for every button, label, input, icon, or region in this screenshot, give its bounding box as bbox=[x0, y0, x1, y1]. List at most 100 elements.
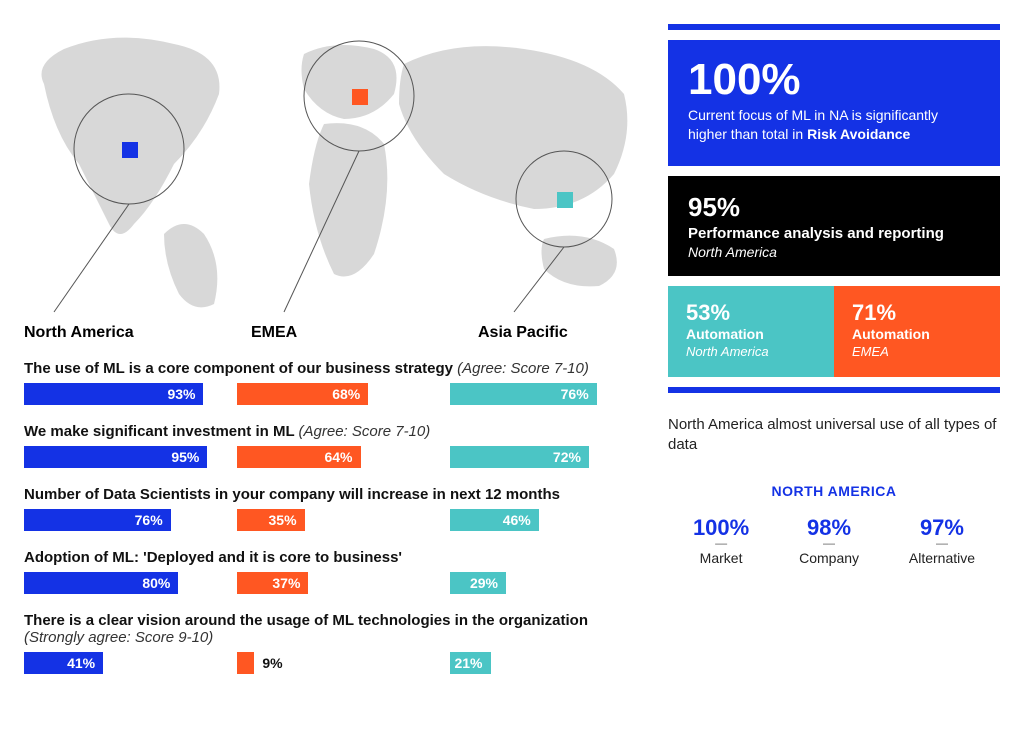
na-stat-label: Alternative bbox=[909, 550, 975, 566]
bar-value-label: 64% bbox=[324, 449, 352, 465]
bar-value-label: 72% bbox=[553, 449, 581, 465]
bar-section-1: We make significant investment in ML (Ag… bbox=[24, 423, 644, 468]
panel-split-left-pct: 53% bbox=[686, 300, 816, 326]
bar-fill-ap: 29% bbox=[450, 572, 506, 594]
bar-fill-na: 93% bbox=[24, 383, 203, 405]
bar-row: 41% 9% 21% bbox=[24, 652, 644, 674]
na-stat-0: 100%—Market bbox=[693, 515, 749, 566]
panel-100pct-value: 100% bbox=[688, 58, 980, 102]
bar-row: 80% 37% 29% bbox=[24, 572, 644, 594]
world-map bbox=[24, 24, 644, 314]
bar-title: There is a clear vision around the usage… bbox=[24, 612, 644, 646]
panel-split: 53% Automation North America 71% Automat… bbox=[668, 286, 1000, 377]
bar-fill-ap: 46% bbox=[450, 509, 539, 531]
region-marker-emea bbox=[352, 89, 368, 105]
bar-value-label: 68% bbox=[332, 386, 360, 402]
region-labels-row: North America EMEA Asia Pacific bbox=[24, 324, 644, 342]
bar-value-label: 9% bbox=[262, 655, 282, 671]
panel-split-left: 53% Automation North America bbox=[668, 286, 834, 377]
bar-cell-ap: 21% bbox=[450, 652, 643, 674]
bar-section-3: Adoption of ML: 'Deployed and it is core… bbox=[24, 549, 644, 594]
bar-cell-ap: 29% bbox=[450, 572, 643, 594]
bar-fill-emea: 37% bbox=[237, 572, 308, 594]
leader-line-na bbox=[54, 204, 129, 312]
bar-value-label: 41% bbox=[67, 655, 95, 671]
bar-fill-emea: 9% bbox=[237, 652, 254, 674]
left-column: North America EMEA Asia Pacific The use … bbox=[24, 24, 644, 720]
bar-fill-emea: 68% bbox=[237, 383, 368, 405]
bar-value-label: 35% bbox=[269, 512, 297, 528]
bar-subtitle: (Agree: Score 7-10) bbox=[299, 423, 431, 440]
right-column: 100% Current focus of ML in NA is signif… bbox=[668, 24, 1000, 720]
bar-row: 95% 64% 72% bbox=[24, 446, 644, 468]
bar-title: Number of Data Scientists in your compan… bbox=[24, 486, 644, 503]
bar-section-4: There is a clear vision around the usage… bbox=[24, 612, 644, 674]
mid-stripe bbox=[668, 387, 1000, 393]
bar-value-label: 95% bbox=[171, 449, 199, 465]
bar-fill-emea: 35% bbox=[237, 509, 305, 531]
bar-section-0: The use of ML is a core component of our… bbox=[24, 360, 644, 405]
bar-cell-na: 80% bbox=[24, 572, 217, 594]
bar-value-label: 21% bbox=[454, 655, 482, 671]
panel-split-right: 71% Automation EMEA bbox=[834, 286, 1000, 377]
region-label-na: North America bbox=[24, 324, 251, 342]
bar-title: The use of ML is a core component of our… bbox=[24, 360, 644, 377]
bar-fill-ap: 72% bbox=[450, 446, 589, 468]
bar-cell-na: 95% bbox=[24, 446, 217, 468]
bar-fill-na: 41% bbox=[24, 652, 103, 674]
bar-title: We make significant investment in ML (Ag… bbox=[24, 423, 644, 440]
panel-95pct-value: 95% bbox=[688, 192, 980, 223]
na-stat-1: 98%—Company bbox=[799, 515, 859, 566]
panel-95pct-line1: Performance analysis and reporting bbox=[688, 225, 980, 242]
bar-section-2: Number of Data Scientists in your compan… bbox=[24, 486, 644, 531]
bar-value-label: 76% bbox=[135, 512, 163, 528]
na-stat-2: 97%—Alternative bbox=[909, 515, 975, 566]
top-stripe bbox=[668, 24, 1000, 30]
na-stat-dash: — bbox=[799, 541, 859, 546]
panel-100pct-text-bold: Risk Avoidance bbox=[807, 126, 910, 142]
bar-cell-emea: 37% bbox=[237, 572, 430, 594]
bar-value-label: 76% bbox=[561, 386, 589, 402]
panel-95pct-line2: North America bbox=[688, 244, 980, 260]
na-stat-label: Market bbox=[693, 550, 749, 566]
bar-fill-emea: 64% bbox=[237, 446, 361, 468]
bar-fill-na: 80% bbox=[24, 572, 178, 594]
bar-cell-ap: 72% bbox=[450, 446, 643, 468]
bar-cell-na: 93% bbox=[24, 383, 217, 405]
bar-cell-na: 41% bbox=[24, 652, 217, 674]
panel-split-right-l1: Automation bbox=[852, 326, 982, 342]
bar-fill-ap: 21% bbox=[450, 652, 491, 674]
panel-split-left-l2: North America bbox=[686, 344, 816, 359]
region-marker-ap bbox=[557, 192, 573, 208]
na-stats-row: 100%—Market98%—Company97%—Alternative bbox=[668, 515, 1000, 566]
bar-cell-ap: 46% bbox=[450, 509, 643, 531]
panel-split-right-l2: EMEA bbox=[852, 344, 982, 359]
na-stat-dash: — bbox=[693, 541, 749, 546]
panel-split-left-l1: Automation bbox=[686, 326, 816, 342]
bar-fill-na: 95% bbox=[24, 446, 207, 468]
bar-cell-na: 76% bbox=[24, 509, 217, 531]
bar-value-label: 37% bbox=[272, 575, 300, 591]
bar-cell-emea: 35% bbox=[237, 509, 430, 531]
leader-line-ap bbox=[514, 247, 564, 312]
bar-value-label: 80% bbox=[142, 575, 170, 591]
bar-title: Adoption of ML: 'Deployed and it is core… bbox=[24, 549, 644, 566]
na-stat-label: Company bbox=[799, 550, 859, 566]
panel-100pct-text: Current focus of ML in NA is significant… bbox=[688, 106, 980, 144]
bar-cell-ap: 76% bbox=[450, 383, 643, 405]
bar-fill-na: 76% bbox=[24, 509, 171, 531]
bar-subtitle: (Agree: Score 7-10) bbox=[457, 360, 589, 377]
na-stats-header: NORTH AMERICA bbox=[668, 483, 1000, 499]
region-label-ap: Asia Pacific bbox=[478, 324, 644, 342]
bar-value-label: 93% bbox=[167, 386, 195, 402]
bars-container: The use of ML is a core component of our… bbox=[24, 360, 644, 674]
bar-cell-emea: 9% bbox=[237, 652, 430, 674]
bar-subtitle: (Strongly agree: Score 9-10) bbox=[24, 629, 213, 646]
panel-95pct: 95% Performance analysis and reporting N… bbox=[668, 176, 1000, 276]
bar-cell-emea: 68% bbox=[237, 383, 430, 405]
na-stat-dash: — bbox=[909, 541, 975, 546]
bar-value-label: 46% bbox=[503, 512, 531, 528]
panel-100pct: 100% Current focus of ML in NA is signif… bbox=[668, 40, 1000, 166]
bar-cell-emea: 64% bbox=[237, 446, 430, 468]
bar-value-label: 29% bbox=[470, 575, 498, 591]
